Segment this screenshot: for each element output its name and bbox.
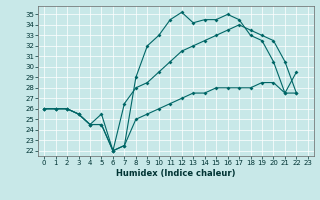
X-axis label: Humidex (Indice chaleur): Humidex (Indice chaleur): [116, 169, 236, 178]
